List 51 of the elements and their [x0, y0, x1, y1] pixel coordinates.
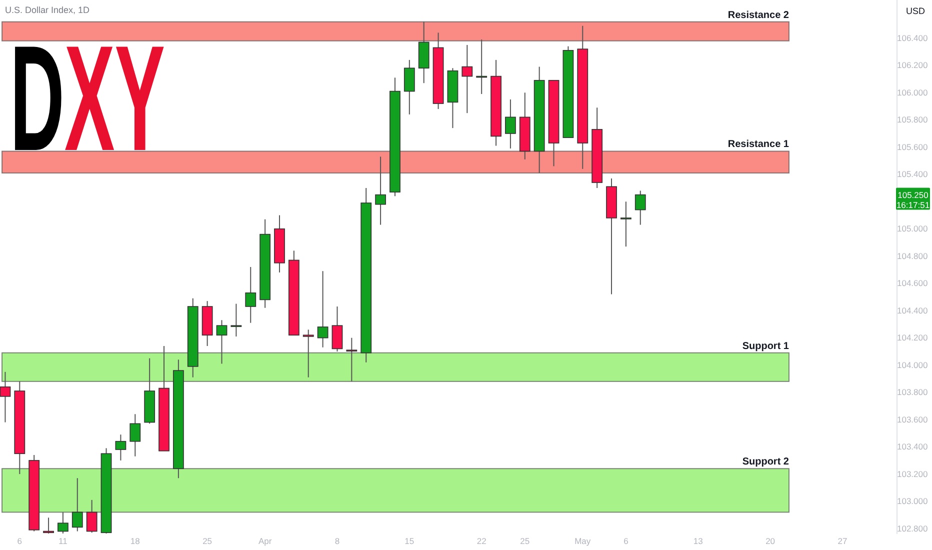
y-tick-label: 106.400 [897, 32, 928, 43]
y-tick-label: 104.600 [897, 278, 928, 288]
y-tick-label: 104.200 [897, 332, 928, 343]
x-tick-label: 6 [17, 536, 22, 546]
y-tick-label: 105.800 [897, 114, 928, 125]
y-tick-label: 104.800 [897, 250, 928, 261]
candlestick [634, 190, 646, 226]
y-tick-label: 103.800 [897, 387, 928, 398]
y-tick-label: 104.400 [897, 305, 928, 316]
y-tick-label: 103.600 [897, 414, 928, 424]
candlestick [230, 303, 242, 337]
x-tick-label: 25 [202, 536, 212, 546]
x-tick-label: 27 [838, 536, 848, 546]
candlestick [115, 434, 126, 461]
y-axis-title: USD [906, 6, 926, 16]
x-tick-label: 20 [766, 536, 776, 546]
candlestick [43, 517, 54, 534]
price-tag: 105.250 16:17:51 [896, 188, 930, 210]
candlestick [245, 266, 256, 324]
x-tick-label: 8 [334, 536, 340, 546]
candlestick [505, 98, 516, 149]
x-tick-label: 22 [476, 536, 487, 546]
x-tick-label: 18 [130, 536, 140, 546]
x-tick-label: 25 [520, 536, 530, 546]
candlestick [620, 201, 632, 248]
x-tick-label: Apr [258, 536, 272, 546]
chart-title: DXY [10, 14, 215, 182]
candlestick [462, 44, 473, 114]
y-tick-label: 103.200 [897, 468, 928, 479]
band-label: Support 2 [742, 456, 790, 468]
candlestick [317, 270, 328, 348]
y-tick-label: 106.000 [897, 87, 928, 98]
x-tick-label: 13 [693, 536, 704, 546]
x-tick-label: 15 [404, 536, 414, 546]
band-label: Support 1 [742, 340, 790, 352]
y-tick-label: 104.000 [897, 360, 928, 370]
y-tick-label: 103.000 [897, 496, 928, 506]
band-label: Resistance 2 [728, 10, 790, 21]
candlestick [130, 414, 141, 457]
x-tick-label: 6 [624, 536, 629, 546]
text: U.S. Dollar Index, 1D [5, 5, 90, 15]
y-tick-label: 105.400 [897, 169, 928, 180]
y-tick-label: 103.400 [897, 442, 928, 452]
x-tick-label: May [574, 536, 592, 546]
y-tick-label: 105.600 [897, 142, 928, 152]
band-label: Resistance 1 [728, 139, 790, 150]
y-tick-label: 105.000 [897, 224, 928, 234]
candlestick [404, 59, 415, 115]
x-tick-label: 11 [58, 536, 68, 546]
y-tick-label: 102.800 [897, 523, 928, 534]
y-tick-label: 106.200 [897, 60, 928, 70]
